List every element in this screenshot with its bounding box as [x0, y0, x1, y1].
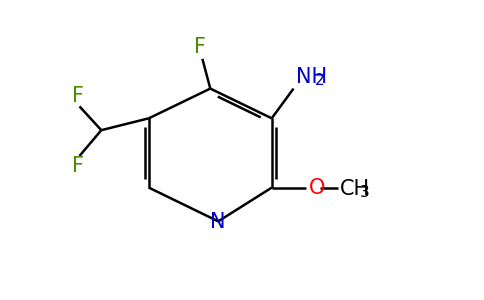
Text: N: N [211, 212, 226, 232]
Text: F: F [72, 86, 84, 106]
Text: F: F [72, 156, 84, 176]
Text: CH: CH [340, 178, 370, 199]
Text: 3: 3 [360, 185, 370, 200]
Text: NH: NH [296, 67, 327, 87]
Text: O: O [308, 178, 325, 198]
Text: F: F [195, 37, 206, 57]
Text: 2: 2 [315, 73, 325, 88]
